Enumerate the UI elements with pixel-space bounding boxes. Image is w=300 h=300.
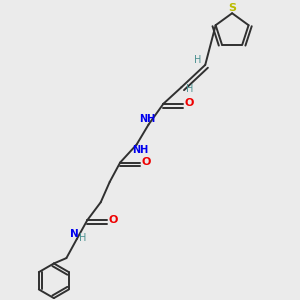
Text: H: H (79, 233, 86, 243)
Text: NH: NH (139, 114, 155, 124)
Text: O: O (109, 214, 118, 225)
Text: O: O (141, 157, 151, 167)
Text: N: N (70, 229, 79, 238)
Text: NH: NH (132, 145, 148, 155)
Text: O: O (185, 98, 194, 108)
Text: H: H (194, 56, 202, 65)
Text: H: H (186, 84, 194, 94)
Text: S: S (228, 3, 236, 13)
